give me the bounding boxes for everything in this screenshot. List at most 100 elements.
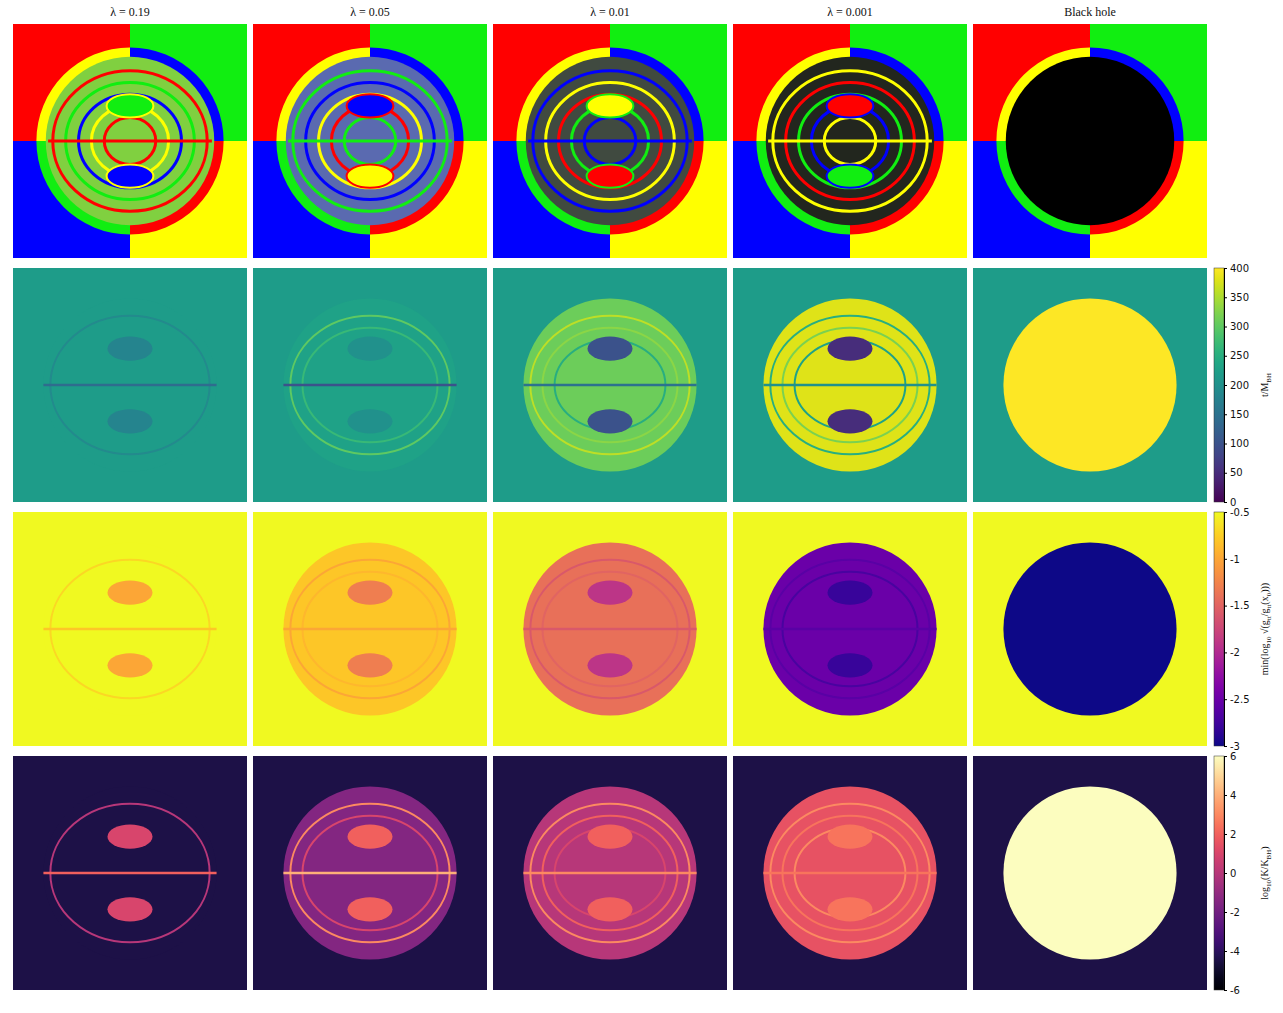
axis-line	[1225, 757, 1228, 991]
background	[13, 756, 247, 990]
tick: 350	[1224, 292, 1249, 303]
equator	[43, 628, 216, 631]
tick-mark	[1224, 912, 1227, 913]
tick: -1	[1224, 554, 1240, 565]
label-part: √(g	[1259, 620, 1271, 636]
disk	[1003, 298, 1176, 471]
equator	[763, 872, 936, 875]
tick-label: 350	[1230, 292, 1249, 303]
panel	[493, 756, 727, 990]
background	[13, 268, 247, 502]
panel	[493, 24, 727, 258]
panel	[253, 512, 487, 746]
background	[253, 268, 487, 502]
colorbar-axis: 050100150200250300350400	[1224, 263, 1249, 508]
pattern	[48, 140, 212, 143]
colorbar-axis: -6-4-20246	[1224, 751, 1240, 996]
background	[973, 512, 1207, 746]
island	[587, 653, 632, 677]
tick: -6	[1224, 985, 1240, 996]
tick-label: 300	[1230, 321, 1249, 332]
panel	[493, 268, 727, 502]
panel	[973, 756, 1207, 990]
column-title: Black hole	[1064, 5, 1116, 19]
island	[827, 337, 872, 361]
tick: -4	[1224, 946, 1240, 957]
background	[733, 756, 967, 990]
island	[107, 897, 152, 921]
pattern	[107, 164, 154, 187]
panel	[13, 268, 247, 502]
colorbar-label: log10(K/KBH)	[1259, 846, 1273, 899]
panel	[493, 512, 727, 746]
tick-mark	[1224, 756, 1227, 757]
tick-mark	[1224, 473, 1227, 474]
pattern	[587, 164, 634, 187]
pattern	[587, 94, 634, 117]
disk	[763, 542, 936, 715]
equator	[283, 872, 456, 875]
island	[347, 581, 392, 605]
tick: 200	[1224, 380, 1249, 391]
disk	[763, 786, 936, 959]
pattern	[827, 94, 874, 117]
tick: -2	[1224, 647, 1240, 658]
label-part: )))	[1259, 583, 1271, 593]
tick-mark	[1224, 606, 1227, 607]
tick: -1.5	[1224, 600, 1250, 611]
panel	[13, 756, 247, 990]
equator	[43, 872, 216, 875]
column-title: λ = 0.01	[590, 5, 630, 19]
tick-label: 6	[1230, 751, 1236, 762]
background	[973, 756, 1207, 990]
tick-label: 50	[1230, 467, 1243, 478]
pattern	[768, 140, 932, 143]
tick-label: -1	[1230, 554, 1240, 565]
pattern	[288, 140, 452, 143]
tick-label: -1.5	[1230, 600, 1250, 611]
island	[827, 581, 872, 605]
background	[253, 512, 487, 746]
tick-mark	[1224, 297, 1227, 298]
core	[526, 57, 694, 225]
background	[13, 512, 247, 746]
panel	[253, 268, 487, 502]
tick: 300	[1224, 321, 1249, 332]
label-part: BH	[1265, 850, 1273, 860]
label-part: t/M	[1259, 383, 1270, 398]
colorbar-axis: -0.5-1-1.5-2-2.5-3	[1224, 507, 1250, 752]
island	[107, 653, 152, 677]
tick-mark	[1224, 795, 1227, 796]
island	[107, 825, 152, 849]
tick-label: -2	[1230, 647, 1240, 658]
column-title: λ = 0.001	[827, 5, 873, 19]
label-part: )	[1259, 846, 1271, 849]
panel	[973, 24, 1207, 258]
equator	[523, 872, 696, 875]
tick-label: -0.5	[1230, 507, 1250, 518]
island	[827, 653, 872, 677]
disk	[283, 542, 456, 715]
island	[587, 337, 632, 361]
tick-mark	[1224, 746, 1227, 747]
island	[347, 897, 392, 921]
tick-label: -2.5	[1230, 694, 1250, 705]
panel	[253, 24, 487, 258]
tick-mark	[1224, 385, 1227, 386]
tick-mark	[1224, 512, 1227, 513]
disk	[1003, 786, 1176, 959]
tick: 0	[1224, 868, 1236, 879]
disk	[523, 786, 696, 959]
tick-mark	[1224, 951, 1227, 952]
tick-mark	[1224, 356, 1227, 357]
colorbar	[1214, 756, 1224, 990]
column-title: λ = 0.19	[110, 5, 150, 19]
colorbar-label: min(log10 √(gtt/gtt(x0)))	[1259, 583, 1273, 675]
pattern	[528, 140, 692, 143]
panel	[973, 268, 1207, 502]
disk	[763, 298, 936, 471]
panel	[13, 24, 247, 258]
panel	[973, 512, 1207, 746]
label-part: BH	[1265, 373, 1273, 383]
pattern	[347, 94, 394, 117]
